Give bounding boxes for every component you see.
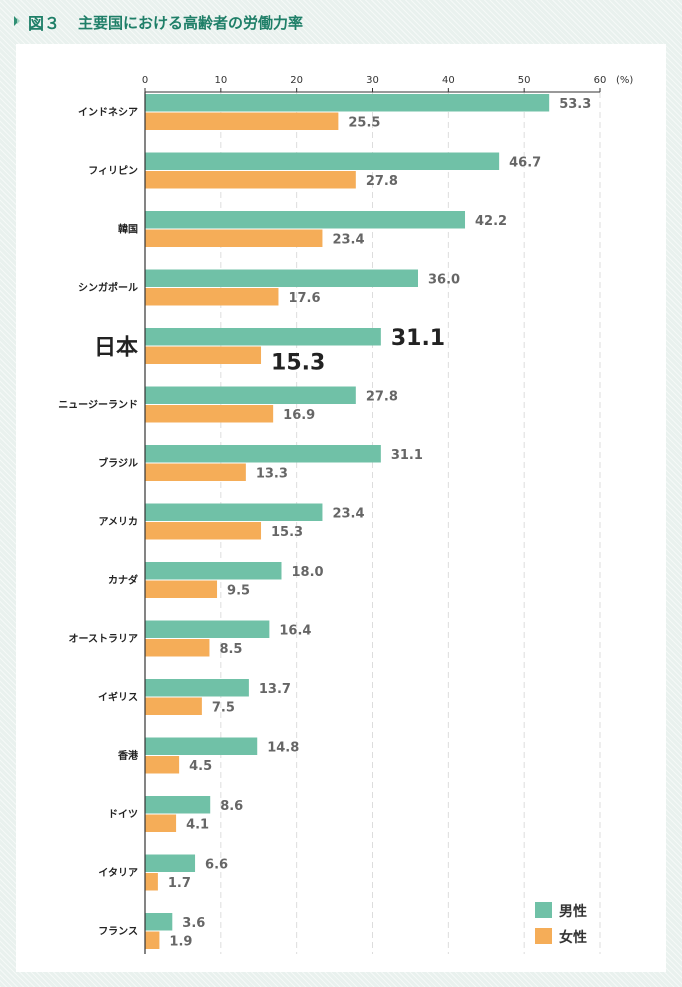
- category-label: フランス: [98, 926, 138, 938]
- bar-female: [145, 405, 274, 423]
- x-tick-label: 30: [366, 75, 379, 86]
- x-tick-label: 40: [442, 75, 455, 86]
- bar-male: [145, 679, 249, 697]
- data-label-male: 6.6: [205, 857, 228, 872]
- x-tick-label: 50: [518, 75, 531, 86]
- bar-male: [145, 854, 196, 872]
- data-label-male: 31.1: [391, 448, 423, 463]
- bar-male: [145, 152, 500, 170]
- bar-female: [145, 580, 218, 598]
- bar-female: [145, 931, 160, 949]
- category-label: ブラジル: [98, 457, 138, 470]
- category-label: アメリカ: [99, 516, 139, 528]
- category-label: 日本: [94, 336, 138, 361]
- bar-male: [145, 913, 173, 931]
- bar-male: [145, 211, 466, 229]
- bar-female: [145, 229, 323, 247]
- category-label: ニュージーランド: [58, 399, 138, 411]
- bar-male: [145, 328, 381, 346]
- data-label-male: 13.7: [259, 682, 291, 697]
- x-tick-label: 0: [142, 75, 148, 86]
- bar-male: [145, 620, 270, 638]
- data-label-male: 8.6: [220, 799, 243, 814]
- figure-title: 主要国における高齢者の労働力率: [78, 13, 304, 32]
- bar-male: [145, 562, 282, 580]
- category-label: イタリア: [98, 867, 138, 879]
- bar-female: [145, 288, 279, 306]
- data-label-female: 1.9: [169, 934, 192, 949]
- data-label-male: 46.7: [509, 155, 541, 170]
- data-label-male: 23.4: [332, 506, 364, 521]
- legend-swatch-female: [535, 928, 552, 944]
- title-marker-icon: [14, 16, 22, 28]
- x-tick-label: 60: [594, 75, 607, 86]
- title-bar: 図３ 主要国における高齢者の労働力率: [0, 0, 682, 44]
- category-label: 韓国: [118, 223, 138, 236]
- bar-male: [145, 737, 258, 755]
- category-label: ドイツ: [108, 809, 138, 821]
- bar-male: [145, 445, 381, 463]
- figure-label: 図３: [28, 14, 61, 33]
- category-label: フィリピン: [88, 165, 138, 177]
- chart-panel: 0 10 20 30 40 50 60 (%) 53.3 25.5 インドネシア 46.7 27.8 フィ…: [16, 44, 666, 972]
- legend-swatch-male: [535, 902, 552, 918]
- category-label: シンガポール: [78, 281, 138, 294]
- bar-female: [145, 522, 262, 540]
- legend-label-female: 女性: [559, 929, 587, 946]
- bar-female: [145, 873, 158, 891]
- data-label-female: 13.3: [256, 466, 288, 481]
- data-label-female: 23.4: [332, 232, 364, 247]
- bar-female: [145, 112, 339, 130]
- category-label: オーストラリア: [69, 633, 139, 645]
- data-label-female: 9.5: [227, 583, 250, 598]
- legend-label-male: 男性: [559, 903, 587, 920]
- x-tick-label: 20: [290, 75, 303, 86]
- data-label-female: 15.3: [271, 350, 325, 375]
- data-label-male: 27.8: [366, 389, 398, 404]
- data-label-male: 16.4: [279, 623, 311, 638]
- data-label-female: 25.5: [348, 115, 380, 130]
- x-tick-label: 10: [214, 75, 227, 86]
- unit-label: (%): [616, 75, 633, 86]
- data-label-female: 7.5: [212, 700, 235, 715]
- bar-male: [145, 269, 418, 287]
- category-label: イギリス: [98, 691, 138, 704]
- data-label-female: 1.7: [168, 876, 191, 891]
- bar-female: [145, 697, 202, 715]
- bar-female: [145, 639, 210, 657]
- bar-male: [145, 386, 356, 404]
- category-label: インドネシア: [78, 107, 138, 119]
- data-label-male: 36.0: [428, 272, 460, 287]
- bar-female: [145, 756, 180, 774]
- data-label-male: 31.1: [391, 326, 445, 351]
- bar-chart: 0 10 20 30 40 50 60 (%) 53.3 25.5 インドネシア 46.7 27.8 フィ…: [58, 75, 633, 954]
- bar-female: [145, 171, 356, 189]
- data-label-female: 4.1: [186, 817, 209, 832]
- category-label: カナダ: [108, 574, 138, 587]
- bar-female: [145, 463, 246, 481]
- category-label: 香港: [118, 749, 139, 762]
- bar-male: [145, 796, 211, 814]
- data-label-female: 16.9: [283, 408, 315, 423]
- bar-female: [145, 346, 262, 364]
- data-label-male: 42.2: [475, 214, 507, 229]
- data-label-female: 4.5: [189, 759, 212, 774]
- data-label-female: 27.8: [366, 174, 398, 189]
- data-label-female: 15.3: [271, 525, 303, 540]
- data-label-male: 18.0: [292, 565, 324, 580]
- data-label-male: 14.8: [267, 740, 299, 755]
- bar-male: [145, 503, 323, 521]
- bar-female: [145, 814, 177, 832]
- bar-male: [145, 94, 550, 112]
- data-label-male: 53.3: [559, 97, 591, 112]
- data-label-female: 17.6: [288, 291, 320, 306]
- data-label-female: 8.5: [219, 642, 242, 657]
- data-label-male: 3.6: [182, 916, 205, 931]
